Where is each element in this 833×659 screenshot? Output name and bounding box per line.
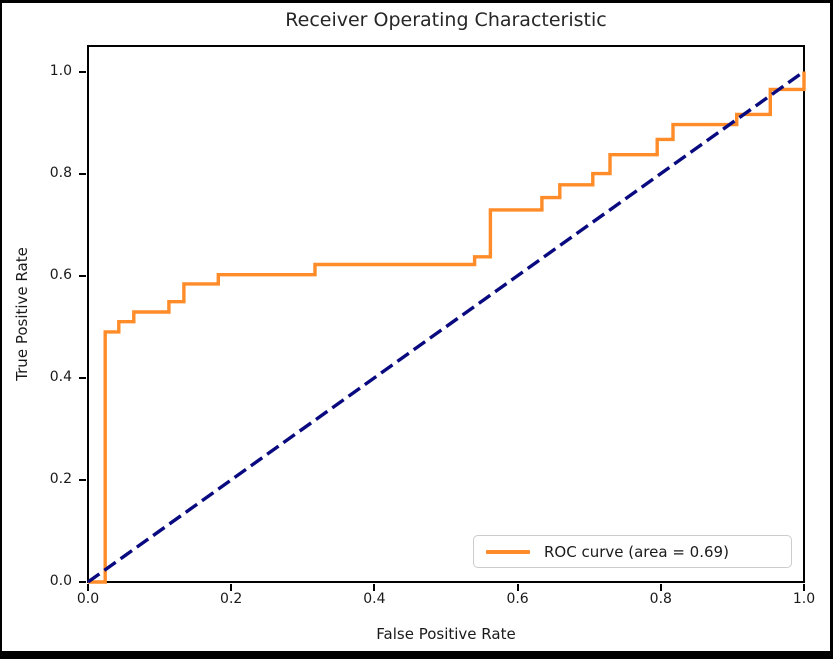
y-tick-label: 0.0	[49, 573, 72, 589]
x-tick-mark	[516, 584, 519, 591]
x-tick-label: 0.6	[506, 591, 529, 607]
y-tick-mark	[79, 274, 86, 277]
y-tick-label: 0.4	[49, 368, 72, 385]
x-tick-mark	[230, 584, 233, 591]
y-tick-label: 0.2	[49, 470, 72, 487]
legend-roc-line-sample	[486, 549, 530, 554]
y-tick-label: 0.8	[49, 164, 72, 181]
chance-diagonal	[87, 70, 805, 584]
y-tick-mark	[79, 581, 86, 583]
x-tick-label: 1.0	[792, 591, 816, 607]
x-tick-mark	[373, 584, 376, 591]
y-axis-label: True Positive Rate	[13, 247, 31, 381]
x-tick-mark	[803, 584, 805, 591]
y-tick-mark	[79, 172, 86, 175]
figure-border-bottom	[0, 651, 833, 659]
y-tick-label: 0.6	[49, 266, 72, 283]
figure-border-right	[830, 0, 833, 659]
legend-box: ROC curve (area = 0.69)	[473, 535, 792, 568]
legend-roc-label: ROC curve (area = 0.69)	[544, 542, 729, 561]
y-tick-label: 1.0	[49, 62, 72, 79]
x-tick-label: 0.0	[76, 591, 100, 607]
x-axis-label: False Positive Rate	[376, 625, 516, 643]
x-tick-label: 0.4	[363, 591, 386, 607]
figure-border-left	[0, 0, 2, 659]
x-tick-mark	[87, 584, 89, 591]
y-tick-mark	[79, 70, 86, 73]
x-tick-label: 0.8	[649, 591, 672, 607]
y-tick-mark	[79, 478, 86, 481]
x-tick-label: 0.2	[220, 591, 243, 607]
plot-area-svg	[87, 70, 806, 584]
y-tick-mark	[79, 376, 86, 379]
x-tick-mark	[659, 584, 662, 591]
figure-border-top	[0, 0, 833, 3]
chart-title: Receiver Operating Characteristic	[285, 9, 607, 31]
roc-curve	[88, 71, 806, 584]
plot-area-border	[87, 45, 805, 583]
